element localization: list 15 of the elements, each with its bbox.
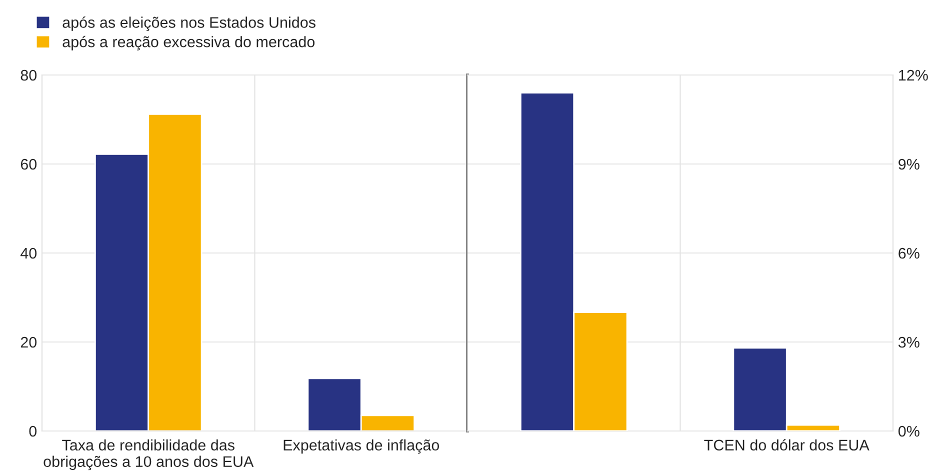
y-tick-label: 80 [20,70,37,81]
y2-tick-label: 3% [898,336,920,348]
y-tick-label: 0 [29,426,37,437]
x-tick-label: Expetativas de inflação [284,439,440,454]
legend-label: após a reação excessiva do mercado [62,36,315,50]
x-tick-label: Taxa de rendibilidade das obrigações a 10 anos dos EUA [44,439,254,470]
y2-tick-label: 0% [898,426,920,437]
y-tick-label: 60 [20,158,37,170]
y-tick-label: 20 [20,336,37,348]
y2-tick-label: 9% [898,158,920,170]
x-tick-label: TCEN do dólar dos EUA [704,439,870,451]
y2-tick-label: 6% [898,248,920,259]
y2-tick-label: 12% [899,70,928,81]
legend-label: após as eleições nos Estados Unidos [62,16,316,31]
y-tick-label: 40 [20,248,37,259]
